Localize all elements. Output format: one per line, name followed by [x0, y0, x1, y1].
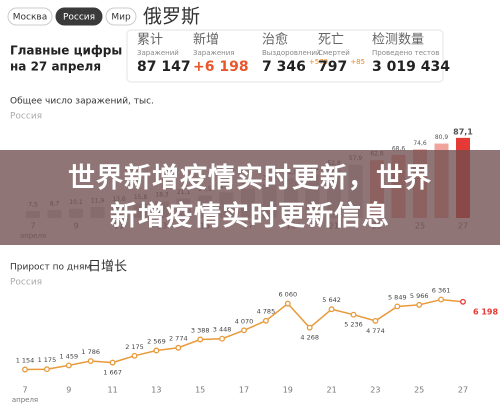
point-value-label: 2 774 [169, 335, 188, 343]
point [328, 306, 335, 313]
stats-box [126, 29, 444, 83]
x-tick-label: 21 [327, 386, 337, 395]
stat-value: +6 198 [193, 59, 249, 75]
stat-label: Заражений [137, 49, 179, 57]
chart-title: Прирост по дням [10, 263, 91, 273]
tab-label[interactable]: Москва [13, 13, 47, 23]
x-tick-label: 9 [66, 386, 71, 395]
point [219, 335, 226, 342]
page-title: 俄罗斯 [143, 6, 200, 28]
point-value-label: 5 642 [322, 296, 341, 304]
point-value-label: 4 070 [235, 317, 254, 325]
point-value-label: 3 448 [213, 326, 232, 334]
point [109, 359, 116, 366]
stat-value: 797 [318, 59, 347, 75]
x-tick-label: 13 [151, 386, 161, 395]
stat-label: Выздоровлений [262, 49, 320, 57]
point [197, 336, 204, 343]
point-value-label: 6 198 [473, 307, 498, 316]
point-value-label: 1 459 [59, 352, 78, 360]
point [438, 296, 445, 303]
point [416, 301, 423, 308]
summary-date: на 27 апреля [10, 60, 101, 74]
point-value-label: 3 388 [191, 327, 210, 335]
tab[interactable] [105, 7, 137, 26]
x-tick-label: 27 [458, 386, 468, 395]
stat-delta: +85 [350, 58, 365, 66]
x-tick-label: 23 [370, 386, 380, 395]
stat-label-cn: 检测数量 [372, 33, 424, 48]
point [43, 366, 50, 373]
point-value-label: 6 060 [278, 291, 297, 299]
banner-text: 世界新增疫情实时更新，世界新增疫情实时更新信息 [68, 163, 432, 232]
bar-value-label: 74,6 [413, 140, 427, 147]
banner [0, 150, 500, 245]
stat-label-cn: 新增 [193, 32, 219, 48]
tab[interactable] [55, 7, 103, 26]
point [350, 311, 357, 318]
point-value-label: 5 236 [344, 321, 363, 329]
point-value-label: 4 774 [366, 327, 385, 335]
stat-label-cn: 治愈 [262, 33, 288, 48]
point [87, 358, 94, 364]
point-value-label: 1 667 [103, 369, 122, 377]
stat-label: Заражения [193, 49, 234, 57]
x-month-label: апреля [12, 396, 38, 404]
stat-value: 7 346 [262, 59, 306, 75]
point [284, 300, 291, 307]
point-value-label: 5 849 [388, 293, 407, 301]
point-value-label: 4 268 [300, 334, 319, 342]
x-tick-label: 15 [195, 386, 205, 395]
point-value-label: 4 785 [257, 308, 276, 316]
point [65, 362, 72, 369]
point-value-label: 1 154 [16, 357, 35, 365]
point-value-label: 1 786 [81, 348, 100, 356]
x-tick-label: 11 [108, 386, 118, 395]
point [262, 317, 269, 324]
stat-delta: +579 [309, 58, 328, 66]
x-tick-label: 19 [283, 386, 293, 395]
tab[interactable] [7, 7, 53, 26]
point [175, 344, 182, 351]
bar-value-label: 87,1 [453, 127, 473, 136]
x-tick-label: 17 [239, 386, 249, 395]
tab-label[interactable]: Мир [111, 13, 131, 23]
chart-title: Общее число заражений, тыс. [10, 97, 154, 107]
point [460, 298, 466, 305]
chart-subtitle: Россия [10, 278, 42, 288]
bar-value-label: 68,6 [392, 145, 406, 152]
point [394, 303, 401, 310]
point-value-label: 2 569 [147, 338, 166, 346]
stat-label: Смертей [318, 49, 350, 57]
stat-value: 3 019 434 [372, 59, 450, 75]
point [153, 347, 160, 354]
x-tick-label: 25 [414, 386, 424, 395]
summary-title: Главные цифры [10, 44, 122, 58]
x-tick-label: 7 [22, 386, 27, 395]
stat-value: 87 147 [137, 59, 191, 75]
point-value-label: 2 175 [125, 343, 144, 351]
point-value-label: 5 966 [410, 292, 429, 300]
point [372, 317, 379, 324]
stat-label: Проведено тестов [372, 49, 439, 57]
point [306, 324, 313, 331]
stat-label-cn: 死亡 [318, 33, 344, 48]
tab-label[interactable]: Россия [63, 13, 95, 23]
chart-subtitle: Россия [10, 112, 42, 122]
bar-value-label: 80,9 [435, 134, 449, 141]
point [131, 352, 138, 359]
point-value-label: 6 361 [432, 287, 451, 295]
point [241, 327, 247, 334]
point [22, 366, 28, 373]
point-value-label: 1 175 [38, 356, 57, 364]
chart-title-cn: 日增长 [88, 260, 127, 275]
stat-label-cn: 累计 [137, 33, 163, 48]
